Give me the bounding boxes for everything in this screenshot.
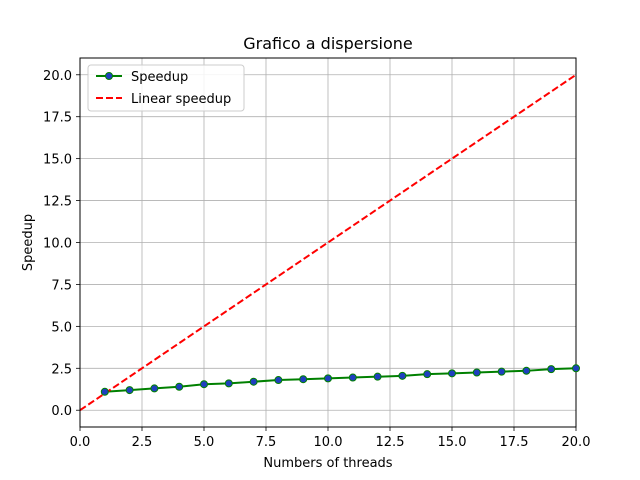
y-axis-label: Speedup (21, 214, 36, 271)
x-tick-label: 10.0 (314, 435, 343, 450)
data-point (472, 368, 481, 377)
x-axis-label: Numbers of threads (263, 456, 392, 471)
legend-marker (105, 72, 113, 80)
x-tick-label: 7.5 (256, 435, 277, 450)
data-point (224, 379, 233, 388)
data-point (274, 376, 283, 385)
data-point (497, 367, 506, 376)
data-point (299, 375, 308, 384)
x-tick-label: 12.5 (376, 435, 405, 450)
data-point (125, 386, 134, 395)
data-point (398, 371, 407, 380)
series-layer (80, 73, 576, 412)
y-tick-label: 20.0 (43, 69, 72, 84)
y-tick-label: 15.0 (43, 153, 72, 168)
y-tick-label: 12.5 (43, 195, 72, 210)
legend-box (87, 64, 245, 112)
x-tick-label: 2.5 (132, 435, 153, 450)
x-tick-label: 5.0 (194, 435, 215, 450)
x-tick-label: 15.0 (438, 435, 467, 450)
data-point (522, 366, 531, 375)
data-point (423, 370, 432, 379)
data-point (348, 373, 357, 382)
series-line-speedup (104, 367, 576, 393)
data-point (373, 372, 382, 381)
data-point (572, 364, 580, 373)
x-tick-label: 20.0 (562, 435, 591, 450)
y-tick-label: 5.0 (51, 320, 72, 335)
legend: Speedup Linear speedup (87, 64, 245, 112)
data-point (175, 382, 184, 391)
data-point (448, 369, 456, 378)
y-tick-label: 17.5 (43, 111, 72, 126)
ticks: 0.0 2.5 5.0 7.5 10.0 12.5 15.0 17.5 20.0 0.0 2.5 5.… (43, 69, 590, 450)
x-tick-label: 0.0 (70, 435, 91, 450)
data-point (100, 387, 109, 396)
data-point (249, 377, 258, 386)
data-point (547, 365, 556, 374)
data-point (150, 384, 159, 393)
legend-label: Speedup (131, 70, 188, 85)
y-tick-label: 10.0 (43, 237, 72, 252)
chart-title: Grafico a dispersione (243, 34, 413, 53)
data-point (324, 374, 332, 383)
x-tick-label: 17.5 (500, 435, 529, 450)
data-point (200, 380, 208, 389)
y-tick-label: 0.0 (51, 404, 72, 419)
y-tick-label: 7.5 (51, 278, 72, 293)
y-tick-label: 2.5 (51, 362, 72, 377)
grid (79, 58, 577, 427)
legend-label: Linear speedup (131, 92, 231, 107)
